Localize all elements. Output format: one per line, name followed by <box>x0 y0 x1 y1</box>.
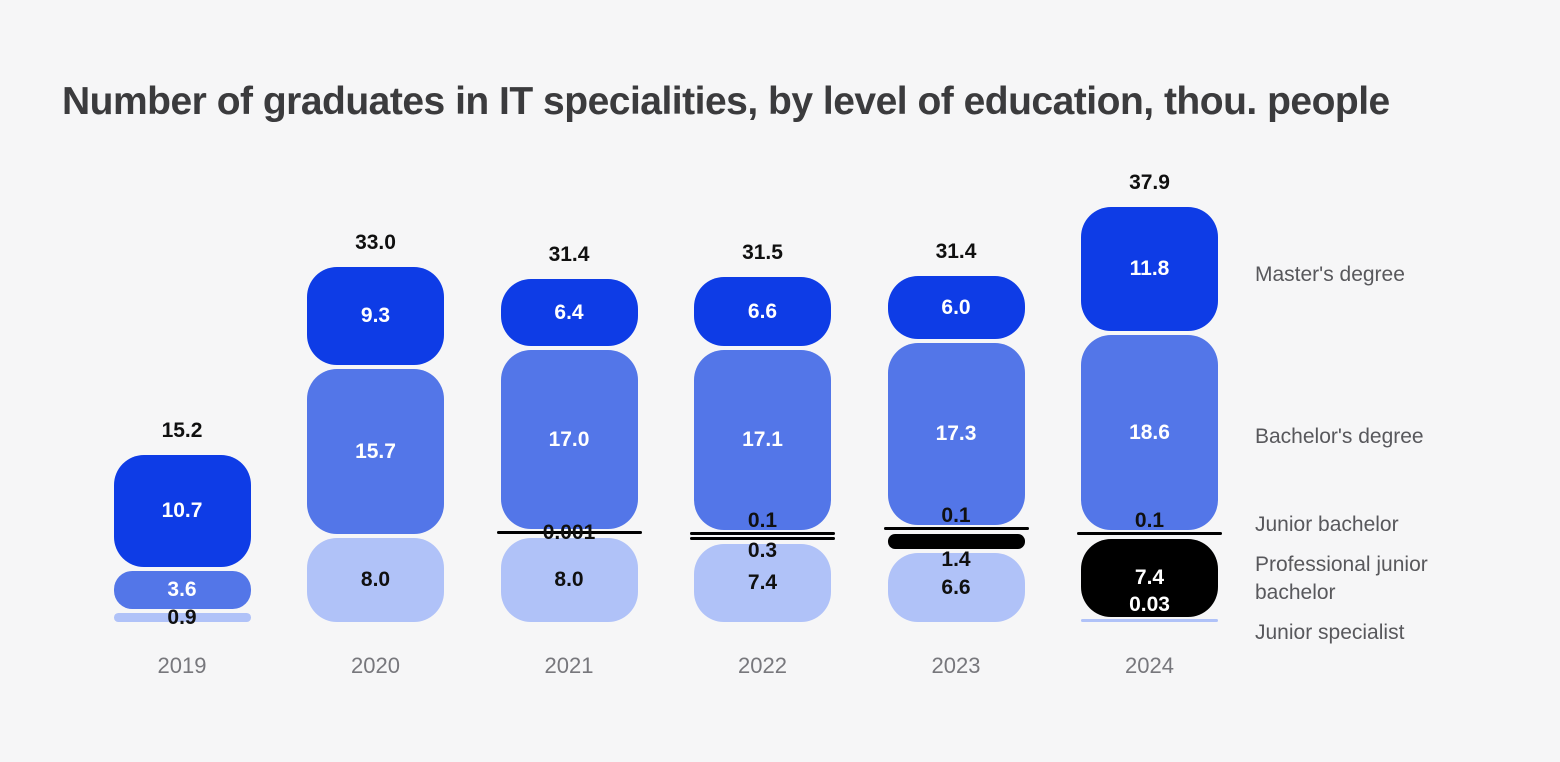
bar-segment-bachelors-2020 <box>307 369 444 534</box>
legend-item-masters: Master's degree <box>1255 263 1405 286</box>
bar-segment-masters-2019 <box>113 455 251 567</box>
segment-value-label-masters-2024: 11.8 <box>1129 257 1170 280</box>
bar-segment-bachelors-2022 <box>694 350 831 530</box>
segment-value-label-bachelors-2020: 15.7 <box>355 439 396 463</box>
x-axis-label-2019: 2019 <box>157 653 207 678</box>
bar-segment-masters-2020 <box>307 267 444 365</box>
bar-segment-junior_bachelor-2024 <box>1077 532 1222 535</box>
bar-segment-junior_bachelor-2023 <box>883 527 1029 530</box>
segment-value-label-junior_bachelor-2024: 0.1 <box>1134 509 1165 532</box>
bar-segment-bachelors-2024 <box>1081 335 1218 530</box>
segment-value-label-junior_specialist-2020: 8.0 <box>360 568 391 591</box>
legend-item-professional_junior_bachelor: Professional junior bachelor <box>1255 553 1428 604</box>
segment-value-label-professional_junior_bachelor-2023: 1.4 <box>941 548 971 571</box>
segment-value-label-professional_junior_bachelor-2022: 0.3 <box>747 539 778 562</box>
bar-segment-bachelors-2021 <box>500 350 638 529</box>
bar-segment-masters-2024 <box>1081 207 1218 331</box>
segment-value-label-junior_specialist-2024: 0.03 <box>1129 593 1170 616</box>
x-axis-label-2021: 2021 <box>544 653 594 678</box>
total-label-2024: 37.9 <box>1129 171 1170 194</box>
bar-segment-professional_junior_bachelor-2022 <box>690 537 835 540</box>
bar-segment-bachelors-2019 <box>113 571 251 609</box>
bar-segment-junior_specialist-2019 <box>113 613 251 622</box>
legend-item-junior_specialist: Junior specialist <box>1255 621 1405 644</box>
bar-segment-junior_specialist-2023 <box>887 553 1025 622</box>
legend-item-junior_bachelor: Junior bachelor <box>1255 513 1399 536</box>
segment-value-label-junior_specialist-2023: 6.6 <box>941 575 971 599</box>
segment-value-label-junior_specialist-2022: 7.4 <box>747 571 778 594</box>
bar-segment-junior_specialist-2021 <box>500 538 638 622</box>
bar-segment-masters-2022 <box>694 277 831 346</box>
chart-title: Number of graduates in IT specialities, … <box>62 80 1390 123</box>
bar-segment-bachelors-2023 <box>887 343 1025 525</box>
segment-value-label-masters-2023: 6.0 <box>941 295 971 319</box>
segment-value-label-masters-2020: 9.3 <box>360 304 391 327</box>
x-axis-label-2022: 2022 <box>738 653 787 678</box>
segment-value-label-masters-2022: 6.6 <box>747 299 778 323</box>
segment-value-label-junior_bachelor-2023: 0.1 <box>941 504 971 527</box>
total-label-2019: 15.2 <box>161 419 203 442</box>
bar-segment-professional_junior_bachelor-2023 <box>887 534 1025 549</box>
segment-value-label-bachelors-2022: 17.1 <box>742 428 783 451</box>
x-axis-label-2024: 2024 <box>1125 653 1174 678</box>
segment-value-label-masters-2021: 6.4 <box>554 300 584 324</box>
bar-segment-junior_bachelor-2022 <box>690 532 835 535</box>
x-axis-label-2023: 2023 <box>931 653 981 678</box>
total-label-2023: 31.4 <box>935 240 977 263</box>
bar-segment-junior_specialist-2020 <box>307 538 444 622</box>
segment-value-label-bachelors-2024: 18.6 <box>1129 420 1170 444</box>
bar-segment-junior_specialist-2022 <box>694 544 831 622</box>
bar-segment-professional_junior_bachelor-2024 <box>1081 539 1218 617</box>
x-axis-label-2020: 2020 <box>351 653 400 678</box>
segment-value-label-professional_junior_bachelor-2024: 7.4 <box>1134 566 1165 589</box>
segment-value-label-junior_specialist-2021: 8.0 <box>554 568 584 591</box>
total-label-2020: 33.0 <box>355 231 396 254</box>
segment-value-label-bachelors-2019: 3.6 <box>167 578 197 601</box>
segment-value-label-junior_bachelor-2022: 0.1 <box>747 509 778 532</box>
segment-value-label-bachelors-2021: 17.0 <box>548 427 590 451</box>
segment-value-label-bachelors-2023: 17.3 <box>935 422 977 445</box>
total-label-2022: 31.5 <box>742 241 783 264</box>
bar-segment-junior_specialist-2024 <box>1081 619 1218 622</box>
bar-segment-masters-2021 <box>500 279 638 346</box>
legend-item-bachelors: Bachelor's degree <box>1255 425 1424 448</box>
bar-segment-professional_junior_bachelor-2021 <box>496 531 642 534</box>
segment-value-label-masters-2019: 10.7 <box>161 499 203 522</box>
total-label-2021: 31.4 <box>548 243 590 266</box>
segment-value-label-junior_specialist-2019: 0.9 <box>167 605 197 629</box>
segment-value-label-professional_junior_bachelor-2021: 0.001 <box>542 520 596 544</box>
bar-segment-masters-2023 <box>887 276 1025 339</box>
